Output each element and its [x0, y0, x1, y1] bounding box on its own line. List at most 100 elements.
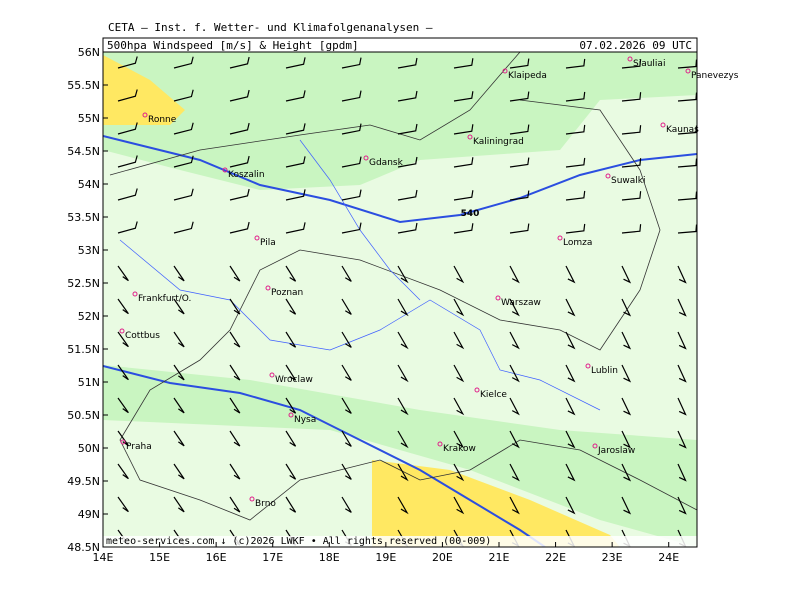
wind-barb	[565, 190, 586, 201]
city-label: Suwalki	[611, 176, 646, 186]
wind-barb	[565, 496, 576, 515]
wind-barb	[117, 122, 138, 135]
wind-barb	[341, 265, 352, 282]
wind-barb	[341, 496, 352, 513]
city-label: Jaroslaw	[597, 446, 635, 456]
wind-barb	[397, 496, 409, 515]
wind-barb	[341, 397, 352, 414]
wind-barb	[117, 331, 129, 348]
wind-barb	[621, 364, 632, 383]
wind-barb	[621, 59, 642, 69]
city-marker	[437, 441, 443, 447]
wind-barb	[565, 364, 576, 383]
wind-barb	[229, 265, 241, 282]
city-label: Warszaw	[501, 298, 541, 308]
wind-barb	[677, 59, 697, 69]
cities: Siauliai Panevezys Klaipeda Kaunas Ronne Kali…	[119, 56, 739, 509]
y-tick-label: 55N	[78, 112, 100, 125]
wind-barb	[285, 298, 297, 315]
y-tick-label: 49N	[78, 508, 100, 521]
wind-barb	[285, 57, 306, 69]
wind-barb	[285, 156, 306, 168]
wind-barb	[621, 496, 632, 515]
wind-barb	[397, 123, 418, 135]
x-tick-label: 18E	[319, 551, 340, 564]
wind-barb	[285, 331, 297, 348]
wind-barb	[621, 158, 642, 168]
wind-barb	[453, 265, 465, 284]
wind-barb	[285, 189, 306, 201]
wind-barb	[677, 364, 687, 383]
city-marker	[467, 134, 473, 140]
wind-barb	[565, 223, 586, 234]
wind-barb	[397, 156, 418, 168]
wind-barb	[341, 57, 362, 69]
wind-barb	[509, 496, 520, 515]
y-tick-label: 54.5N	[67, 145, 100, 158]
y-tick-label: 53.5N	[67, 211, 100, 224]
wind-barb	[397, 331, 409, 350]
wind-barb	[565, 331, 576, 350]
x-tick-label: 21E	[489, 551, 510, 564]
wind-barb	[173, 265, 185, 282]
axes: 14E 15E 16E 17E 18E 19E 20E 21E 22E 23E 24E 56N 55.5…	[67, 46, 679, 564]
wind-barb	[677, 92, 697, 102]
wind-barb	[621, 265, 632, 284]
y-tick-label: 51.5N	[67, 343, 100, 356]
city-label: Kielce	[480, 390, 507, 400]
y-tick-label: 56N	[78, 46, 100, 59]
wind-band-strong	[103, 55, 185, 125]
wind-barb	[285, 222, 306, 234]
wind-barb	[565, 265, 576, 284]
wind-barb	[229, 430, 241, 447]
city-label: Lomza	[563, 238, 592, 248]
wind-barb	[117, 155, 138, 168]
wind-barb	[117, 221, 138, 234]
wind-barb	[173, 430, 185, 447]
wind-barb	[621, 224, 642, 234]
city-label: Kaliningrad	[473, 137, 524, 147]
city-label: Kaunas	[666, 125, 699, 135]
wind-barb	[229, 122, 250, 135]
wind-barb	[341, 331, 352, 348]
wind-barb	[453, 157, 474, 168]
wind-barb	[621, 125, 642, 135]
city-marker	[363, 155, 369, 161]
wind-barb	[677, 463, 687, 482]
wind-barb	[397, 90, 418, 102]
wind-barb	[173, 331, 185, 348]
wind-barb	[565, 91, 586, 102]
footer-bg	[103, 536, 697, 547]
city-marker	[685, 68, 691, 74]
city-marker	[502, 68, 508, 74]
wind-band-strong	[372, 460, 620, 547]
city-marker	[120, 439, 126, 445]
wind-barb	[565, 298, 576, 317]
wind-barb	[453, 364, 465, 383]
wind-barb	[565, 397, 576, 416]
wind-barb	[285, 463, 297, 480]
wind-barb	[677, 224, 697, 234]
y-tick-label: 53N	[78, 244, 100, 257]
borders	[109, 52, 697, 521]
wind-barb	[285, 496, 297, 513]
wind-barb	[173, 188, 194, 201]
wind-barb	[565, 463, 576, 482]
wind-barb	[509, 364, 520, 383]
wind-barb	[341, 156, 362, 168]
city-label: Praha	[126, 442, 152, 452]
height-contour	[103, 135, 697, 224]
wind-barb	[229, 331, 241, 348]
wind-barb	[621, 298, 632, 317]
city-marker	[660, 122, 666, 128]
wind-barb	[397, 364, 409, 383]
wind-barb	[173, 56, 194, 69]
city-label: Wroclaw	[275, 375, 313, 385]
wind-barb	[285, 123, 306, 135]
x-tick-label: 14E	[93, 551, 114, 564]
map-frame	[102, 51, 698, 548]
wind-barb	[173, 463, 185, 480]
wind-barb	[117, 463, 129, 480]
wind-barb	[509, 190, 530, 201]
